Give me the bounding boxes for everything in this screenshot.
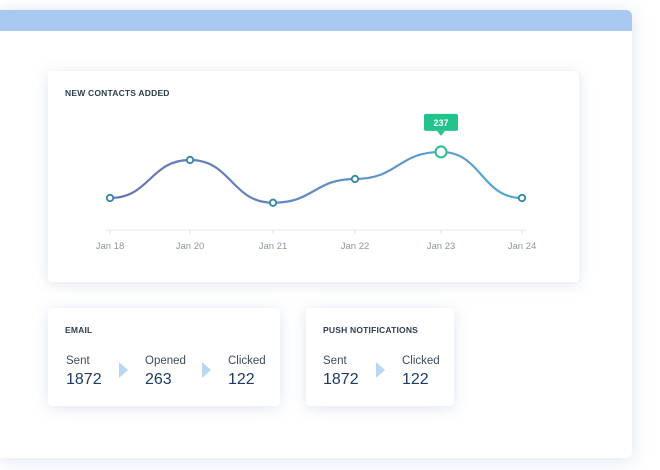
x-tick-label: Jan 22: [341, 241, 370, 252]
x-tick-label: Jan 20: [176, 241, 205, 252]
value-tooltip-label: 237: [433, 118, 448, 128]
push-clicked-value: 122: [402, 371, 429, 388]
dashboard-panel: NEW CONTACTS ADDED Jan 18 Jan 20 Jan 21 Jan…: [0, 10, 632, 458]
x-tick-label: Jan 18: [96, 241, 125, 252]
email-opened-stat: Opened 263: [145, 354, 186, 390]
data-point: [517, 193, 527, 203]
email-stats-card: EMAIL Sent 1872 Opened 263 Clicked 122: [48, 308, 280, 406]
email-opened-value: 263: [145, 371, 172, 388]
arrow-right-icon: [202, 362, 211, 378]
push-card-title: PUSH NOTIFICATIONS: [323, 325, 419, 335]
new-contacts-title: NEW CONTACTS ADDED: [65, 88, 170, 98]
push-sent-label: Sent: [323, 355, 347, 367]
panel-header-bar: [0, 10, 632, 31]
arrow-right-icon: [376, 362, 385, 378]
push-notifications-card: PUSH NOTIFICATIONS Sent 1872 Clicked 122: [306, 308, 454, 406]
data-point: [268, 198, 278, 207]
email-sent-stat: Sent 1872: [66, 354, 102, 390]
email-opened-label: Opened: [145, 355, 186, 367]
x-tick-label: Jan 24: [508, 241, 537, 252]
push-sent-stat: Sent 1872: [323, 354, 359, 390]
email-clicked-value: 122: [228, 371, 255, 388]
value-tooltip: [424, 113, 458, 131]
push-clicked-stat: Clicked 122: [402, 354, 440, 390]
email-sent-value: 1872: [66, 371, 102, 388]
value-tooltip-pointer: [437, 130, 445, 136]
new-contacts-card: NEW CONTACTS ADDED Jan 18 Jan 20 Jan 21 Jan…: [48, 71, 579, 282]
new-contacts-line-chart: Jan 18 Jan 20 Jan 21 Jan 22 Jan 23 Jan 24 237: [96, 113, 537, 252]
x-tick-label: Jan 21: [259, 241, 288, 252]
arrow-right-icon: [119, 362, 128, 378]
highlighted-data-point: [434, 145, 448, 159]
x-tick-label: Jan 23: [427, 241, 456, 252]
email-clicked-label: Clicked: [228, 355, 266, 367]
email-card-title: EMAIL: [65, 325, 93, 335]
push-sent-value: 1872: [323, 371, 359, 388]
data-point: [185, 155, 195, 165]
contacts-series-line: [108, 150, 524, 204]
push-clicked-label: Clicked: [402, 355, 440, 367]
email-sent-label: Sent: [66, 355, 90, 367]
email-clicked-stat: Clicked 122: [228, 354, 266, 390]
data-point: [350, 174, 360, 184]
data-point: [105, 193, 115, 203]
